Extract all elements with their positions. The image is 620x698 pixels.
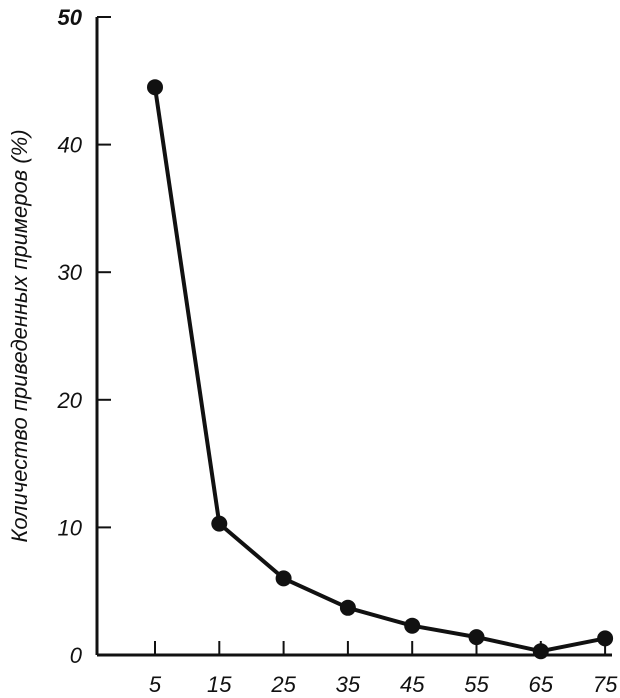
y-tick-label: 30 [58,260,83,285]
data-points [147,79,614,660]
y-ticks: 0 10 20 30 40 50 [57,5,111,668]
x-ticks: 5 15 25 35 45 55 65 75 [149,641,618,697]
data-point [404,617,421,634]
x-tick-label: 5 [149,672,162,697]
data-point [468,629,485,646]
y-tick-label: 40 [58,133,83,158]
data-point [597,630,614,647]
y-axis-label: Количество приведенных примеров (%) [7,129,32,542]
data-point [211,515,228,532]
x-tick-label: 45 [400,672,425,697]
data-point [275,570,292,587]
y-tick-label: 10 [58,515,83,540]
x-tick-label: 65 [529,672,554,697]
x-tick-label: 25 [270,672,296,697]
y-tick-label: 50 [58,5,83,30]
x-tick-label: 75 [593,672,618,697]
x-tick-label: 55 [464,672,489,697]
y-tick-label: 20 [57,388,83,413]
axes [95,17,612,657]
data-point [147,79,163,96]
series-line [153,86,606,654]
x-tick-label: 15 [207,672,232,697]
y-tick-label: 0 [70,643,83,668]
x-tick-label: 35 [336,672,361,697]
data-point [532,643,549,660]
data-point [339,599,356,616]
